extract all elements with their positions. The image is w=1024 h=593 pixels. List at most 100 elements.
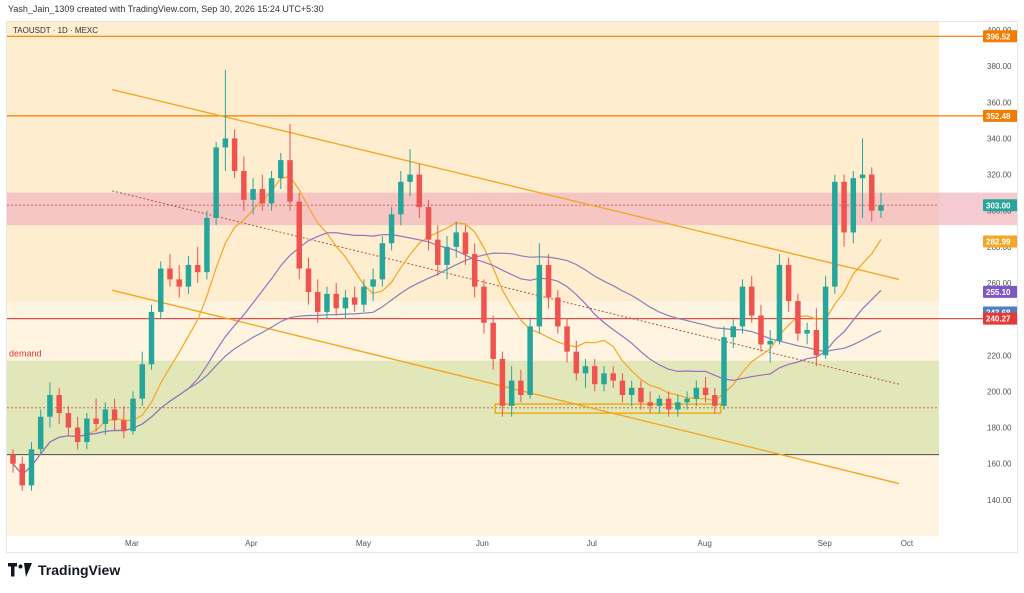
candle-body <box>785 264 792 302</box>
candle-body <box>536 264 543 327</box>
candle-body <box>167 268 173 280</box>
candle-body <box>435 239 441 265</box>
candle-body <box>19 463 25 486</box>
candle-body <box>841 181 847 233</box>
price-label-box <box>983 199 1019 212</box>
resistance-zone <box>7 192 1017 226</box>
price-label-text: 352.48 <box>986 112 1011 121</box>
candle-body <box>93 418 99 424</box>
candle-body <box>481 286 487 323</box>
channel-midline <box>112 190 900 385</box>
price-label-box <box>983 109 1019 122</box>
chart-panel[interactable]: demand TAOUSDT · 1D · MEXC 140.00 160.00 180… <box>6 21 1019 553</box>
candle-body <box>370 279 376 287</box>
x-tick-label: Mar <box>125 539 139 548</box>
candle-body <box>28 449 35 486</box>
candle-body <box>795 301 801 334</box>
tradingview-logo-icon <box>8 563 32 577</box>
candle-body <box>158 268 164 312</box>
candle-body <box>296 201 302 269</box>
candle-body <box>813 329 820 356</box>
candle-body <box>684 398 690 403</box>
channel-lower-line <box>112 289 900 485</box>
candle-body <box>601 373 607 385</box>
candle-body <box>869 174 875 211</box>
x-tick-label: Jul <box>587 539 597 548</box>
footer-brand: TradingView <box>8 562 120 578</box>
candle-body <box>804 329 810 334</box>
candle-body <box>204 217 210 273</box>
candle-body <box>471 254 478 287</box>
candle-body <box>832 181 838 287</box>
candle-body <box>619 380 626 396</box>
candle-body <box>388 214 395 244</box>
y-tick-label: 360.00 <box>987 98 1012 107</box>
moving-average-line <box>12 175 882 476</box>
candle-body <box>665 398 672 410</box>
y-tick-label: 140.00 <box>987 496 1012 505</box>
y-tick-label: 180.00 <box>987 424 1012 433</box>
candle-body <box>656 398 663 406</box>
price-label-text: 255.10 <box>986 288 1011 297</box>
candle-body <box>231 138 238 171</box>
candle-body <box>444 246 450 265</box>
candle-body <box>37 416 44 450</box>
candle-body <box>758 315 764 345</box>
candle-body <box>453 232 459 247</box>
candle-body <box>84 418 90 443</box>
candle-body <box>527 326 533 396</box>
candle-body <box>508 380 515 406</box>
candle-body <box>111 409 118 421</box>
price-label-box <box>983 285 1019 298</box>
candle-body <box>259 189 266 204</box>
y-tick-label: 380.00 <box>987 62 1012 71</box>
price-label-box <box>983 312 1019 325</box>
candle-body <box>776 264 783 341</box>
candle-body <box>822 286 829 356</box>
candle-body <box>850 178 857 233</box>
candle-body <box>213 147 219 218</box>
candle-body <box>748 286 755 316</box>
candle-body <box>573 351 580 374</box>
candle-body <box>545 264 552 298</box>
candle-body <box>314 292 321 312</box>
x-tick-label: May <box>356 539 371 548</box>
consolidation-box <box>494 403 722 414</box>
candle-body <box>47 395 53 417</box>
x-tick-label: Aug <box>698 539 712 548</box>
candle-body <box>730 326 736 338</box>
candle-body <box>250 189 256 200</box>
candle-body <box>628 387 635 396</box>
candle-body <box>194 264 201 273</box>
candle-body <box>702 387 709 396</box>
price-label-text: 303.00 <box>986 201 1011 210</box>
candle-body <box>351 297 358 305</box>
y-tick-label: 200.00 <box>987 387 1012 396</box>
candle-body <box>74 427 81 443</box>
candle-body <box>638 387 644 403</box>
candle-body <box>10 454 16 464</box>
candle-body <box>499 358 506 406</box>
channel-upper-line <box>112 88 900 281</box>
candle-body <box>361 286 367 305</box>
candle-body <box>185 264 192 287</box>
x-tick-label: Sep <box>818 539 833 548</box>
candle-body <box>878 205 884 211</box>
candle-body <box>518 380 524 396</box>
candle-body <box>121 420 127 432</box>
candle-body <box>712 395 718 406</box>
candle-body <box>176 279 182 287</box>
y-tick-label: 220.00 <box>987 351 1012 360</box>
candle-body <box>425 207 432 240</box>
attribution-text: Yash_Jain_1309 created with TradingView.… <box>8 4 324 14</box>
candle-body <box>139 364 146 399</box>
price-label-box <box>983 30 1019 43</box>
candle-body <box>462 232 469 255</box>
candle-body <box>767 340 773 345</box>
price-chart[interactable]: demand TAOUSDT · 1D · MEXC 140.00 160.00 180… <box>7 22 1019 552</box>
y-tick-label: 340.00 <box>987 134 1012 143</box>
candle-body <box>859 174 866 179</box>
price-label-text: 240.27 <box>986 315 1011 324</box>
candle-body <box>65 413 72 428</box>
candle-body <box>148 311 155 365</box>
